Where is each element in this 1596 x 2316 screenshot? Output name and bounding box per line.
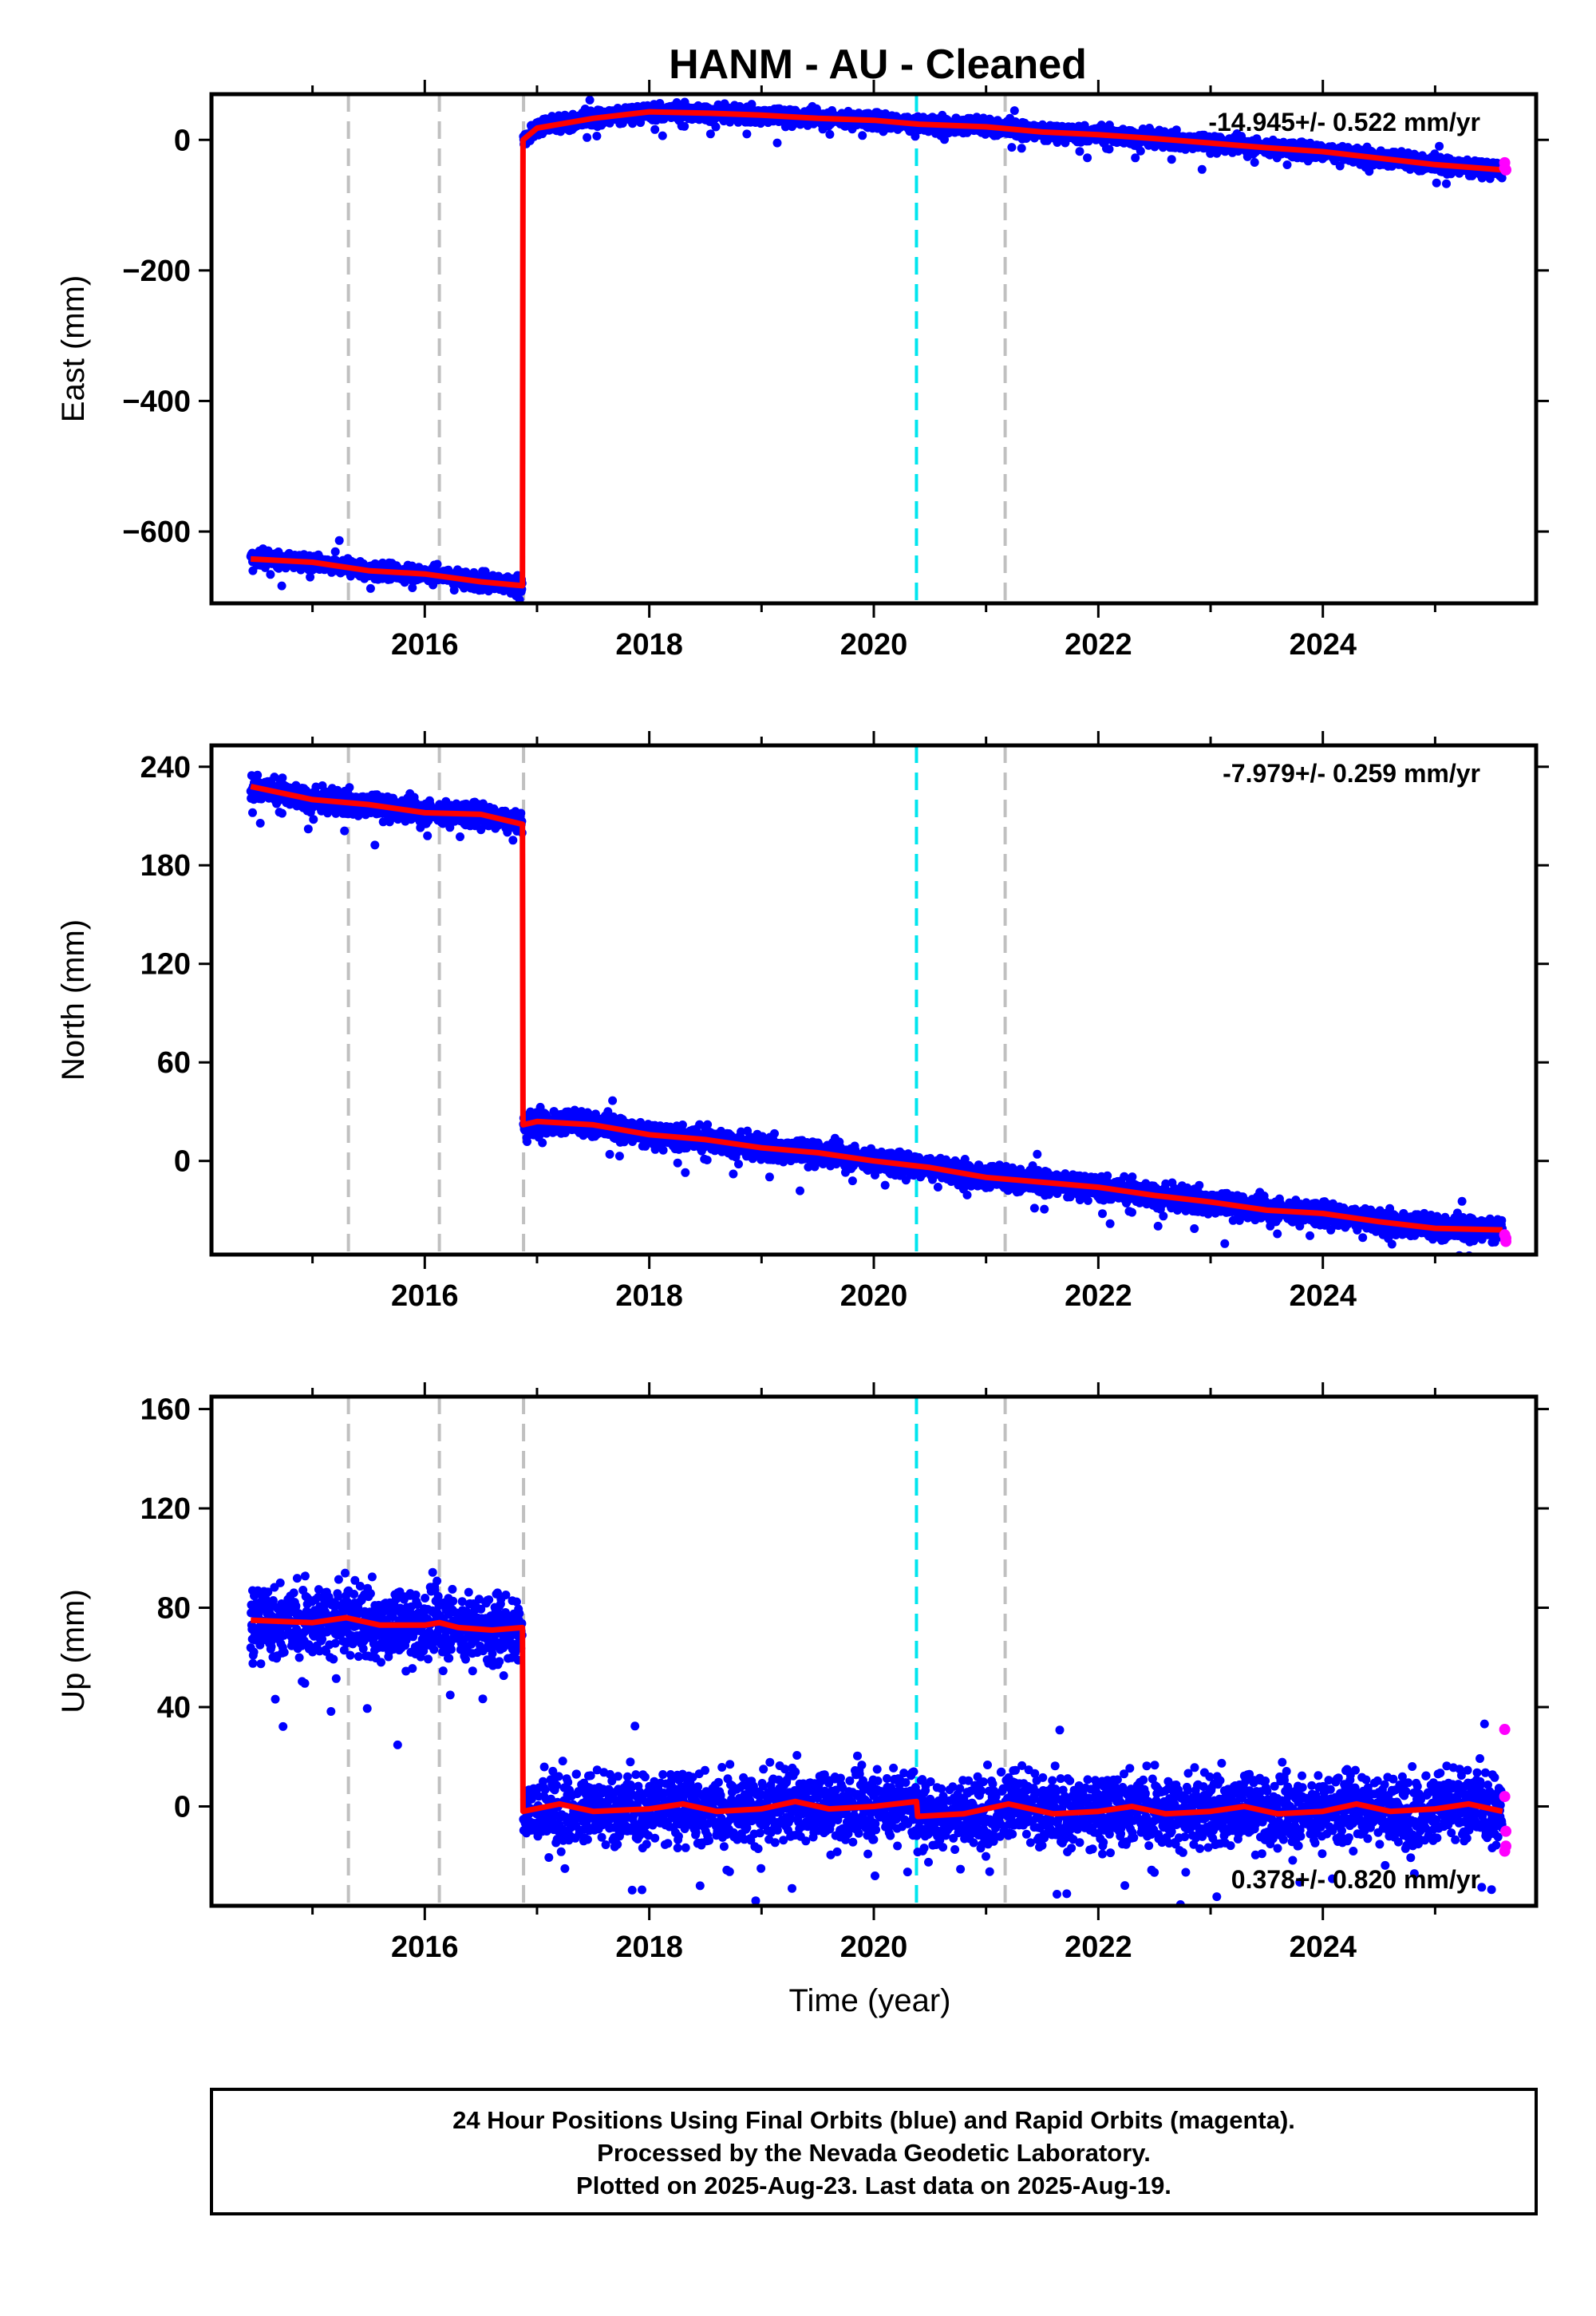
data-point bbox=[309, 815, 318, 824]
data-point bbox=[1497, 173, 1507, 183]
y-tick-label: −400 bbox=[122, 385, 191, 418]
data-point bbox=[742, 129, 752, 139]
figure-title: HANM - AU - Cleaned bbox=[669, 41, 1087, 88]
data-point bbox=[270, 773, 279, 782]
data-point bbox=[650, 124, 660, 134]
data-point bbox=[306, 572, 315, 582]
rapid-orbit-point bbox=[1500, 164, 1512, 176]
data-point bbox=[608, 1096, 618, 1105]
data-point bbox=[680, 121, 689, 131]
y-axis-label: East (mm) bbox=[56, 275, 91, 422]
x-tick-label: 2018 bbox=[615, 628, 683, 662]
data-point bbox=[370, 840, 380, 850]
data-point bbox=[508, 836, 518, 845]
data-point bbox=[449, 586, 459, 595]
data-point bbox=[516, 808, 526, 818]
data-point bbox=[1104, 144, 1114, 154]
data-point bbox=[1197, 164, 1207, 174]
x-tick-label: 2016 bbox=[391, 628, 459, 662]
data-point bbox=[1435, 141, 1444, 151]
model-fit-line bbox=[251, 109, 1503, 589]
x-tick-label: 2022 bbox=[1065, 628, 1132, 662]
data-point bbox=[365, 583, 375, 593]
data-point bbox=[345, 783, 354, 792]
data-point bbox=[825, 129, 835, 139]
data-point bbox=[330, 547, 340, 556]
data-point bbox=[592, 132, 602, 140]
data-point bbox=[478, 799, 488, 808]
data-point bbox=[538, 1138, 547, 1148]
data-point bbox=[266, 570, 275, 579]
velocity-annotation: -14.945+/- 0.522 mm/yr bbox=[1208, 108, 1480, 136]
data-point bbox=[614, 1152, 624, 1161]
data-point bbox=[248, 808, 257, 817]
data-point bbox=[255, 819, 265, 828]
data-point bbox=[1282, 160, 1292, 169]
y-tick-label: −600 bbox=[122, 516, 191, 549]
data-point bbox=[1250, 158, 1259, 167]
data-point bbox=[278, 773, 287, 783]
data-point bbox=[772, 138, 782, 148]
data-point bbox=[1432, 178, 1441, 188]
data-point bbox=[445, 823, 455, 832]
y-tick-label: 0 bbox=[174, 124, 191, 157]
data-point bbox=[603, 1107, 613, 1117]
data-point bbox=[858, 131, 867, 140]
final-orbit-points bbox=[246, 95, 1507, 603]
data-point bbox=[1083, 153, 1092, 163]
data-point bbox=[1075, 147, 1084, 156]
data-point bbox=[523, 1137, 531, 1146]
x-tick-label: 2020 bbox=[840, 628, 908, 662]
data-point bbox=[1017, 144, 1026, 153]
data-point bbox=[658, 131, 667, 140]
data-point bbox=[711, 122, 721, 132]
data-point bbox=[911, 132, 920, 141]
data-point bbox=[585, 95, 595, 105]
plot-area bbox=[246, 745, 1512, 1255]
data-point bbox=[340, 826, 350, 836]
data-point bbox=[1138, 124, 1148, 133]
data-point bbox=[1171, 125, 1181, 135]
data-point bbox=[1131, 153, 1140, 163]
x-tick-label: 2024 bbox=[1289, 628, 1357, 662]
data-point bbox=[1442, 179, 1451, 188]
data-point bbox=[605, 1149, 614, 1159]
data-point bbox=[1167, 155, 1176, 164]
data-point bbox=[1009, 106, 1019, 116]
data-point bbox=[456, 832, 464, 841]
data-point bbox=[1335, 161, 1345, 171]
data-point bbox=[334, 536, 344, 545]
data-point bbox=[253, 770, 263, 780]
data-point bbox=[433, 559, 442, 569]
data-point bbox=[278, 808, 286, 818]
data-point bbox=[705, 129, 715, 139]
data-point bbox=[940, 135, 949, 144]
data-point bbox=[303, 824, 313, 834]
data-point bbox=[277, 581, 286, 591]
data-point bbox=[583, 132, 592, 142]
data-point bbox=[1136, 146, 1145, 156]
plot-area bbox=[246, 94, 1512, 603]
y-tick-label: −200 bbox=[122, 255, 191, 288]
plot-frame bbox=[209, 92, 1539, 606]
data-point bbox=[1007, 143, 1017, 152]
data-point bbox=[423, 831, 433, 840]
final-orbit-points bbox=[246, 770, 1507, 1255]
east-panel: 2016 2018 2020 2022 2024 0 −200 −400 −600 East (m… bbox=[56, 80, 1549, 662]
